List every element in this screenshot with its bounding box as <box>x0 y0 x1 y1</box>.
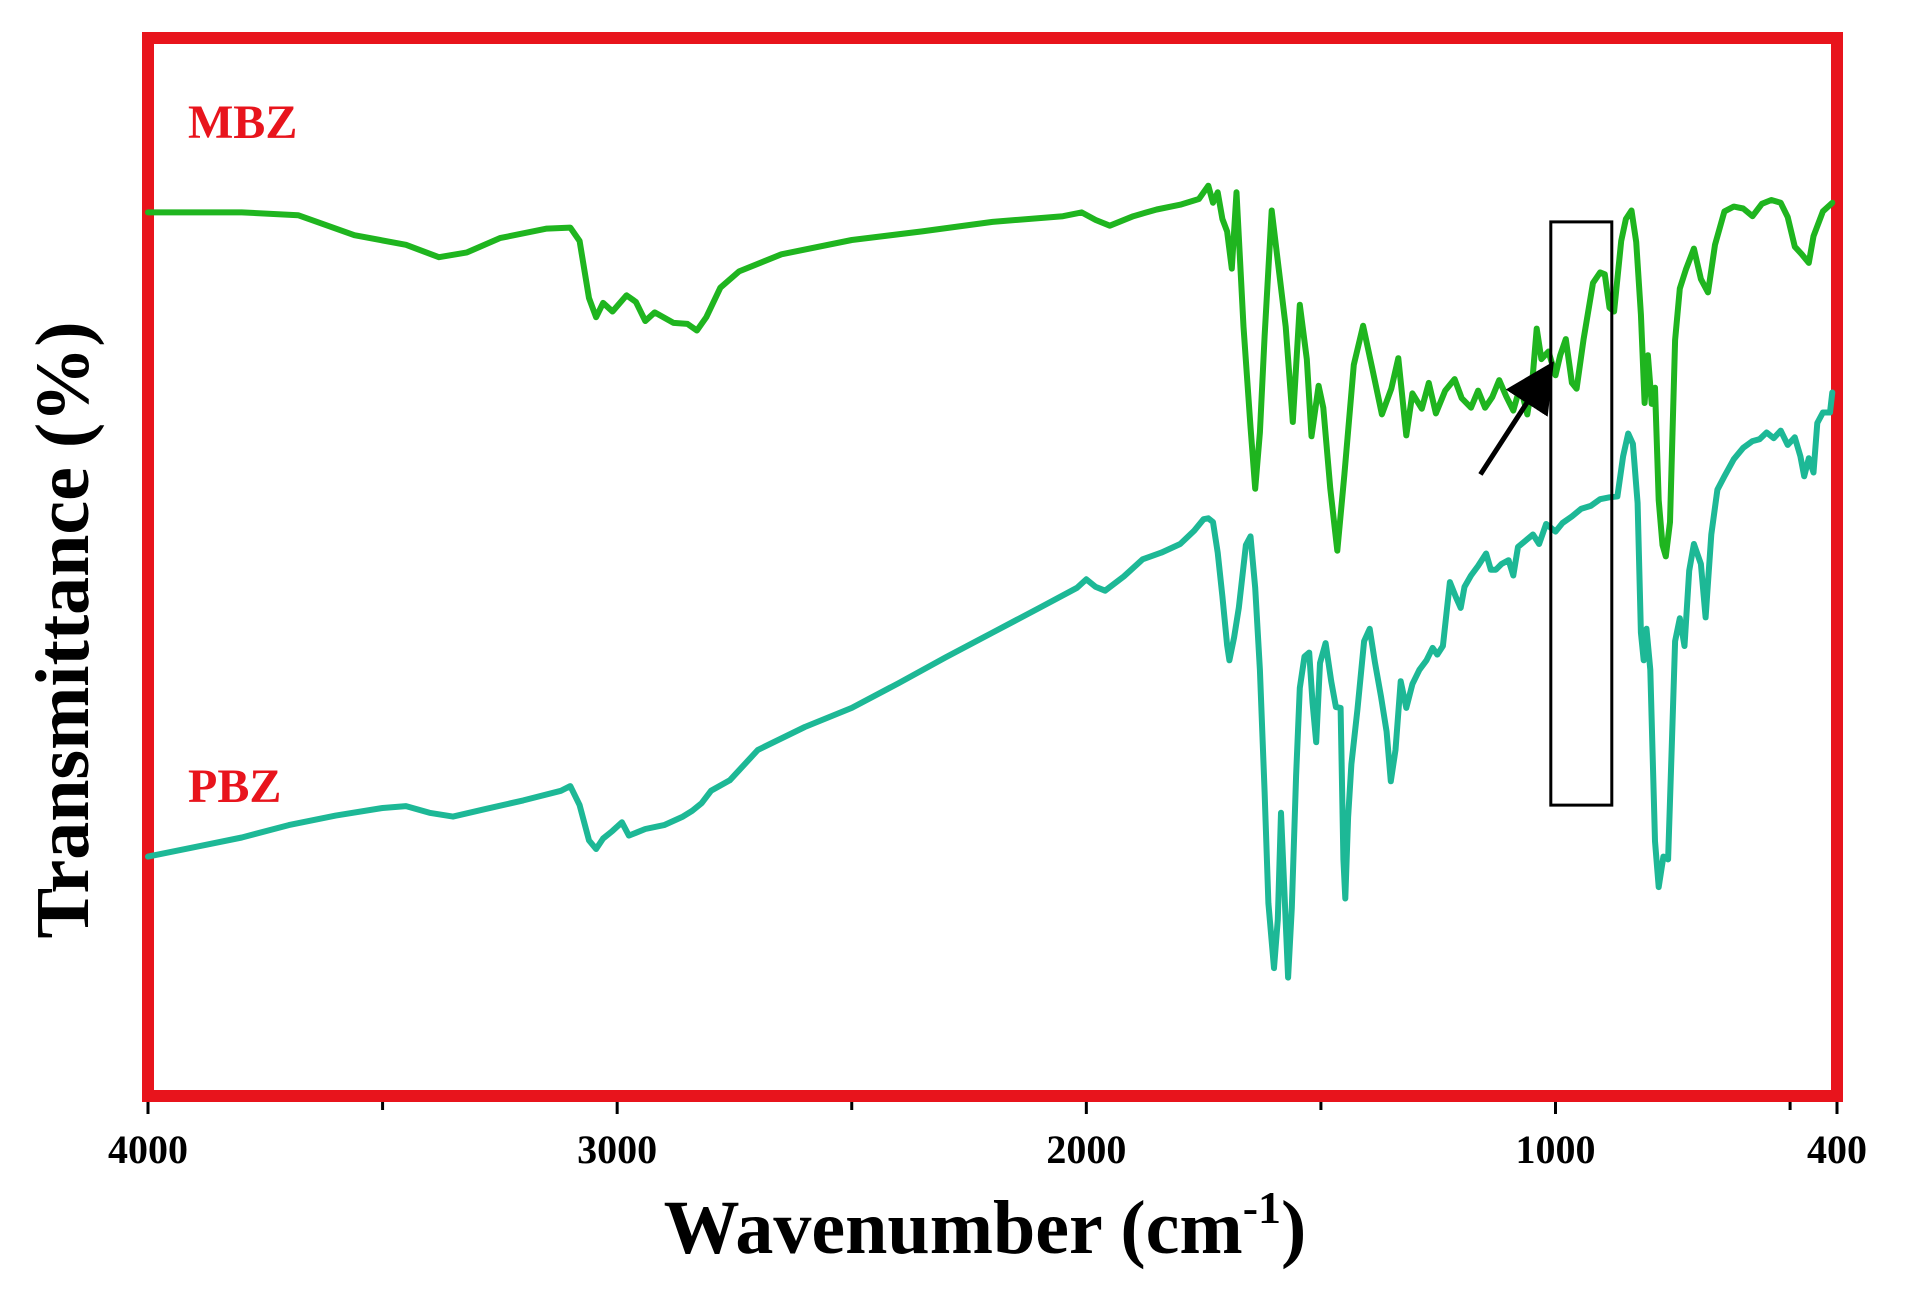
series-line-mbz <box>145 182 1836 560</box>
tick-label-layer: 4000 3000 2000 1000 400 <box>108 1127 1867 1172</box>
x-tick-label: 4000 <box>108 1127 188 1172</box>
series-layer <box>145 182 1836 981</box>
highlight-box <box>1549 220 1614 807</box>
x-axis-title-main: Wavenumber (cm <box>664 1186 1243 1270</box>
annotation-layer <box>1478 220 1614 807</box>
series-label-pbz: PBZ <box>188 760 281 813</box>
annotation-arrow <box>1478 361 1554 476</box>
x-tick-label: 400 <box>1807 1127 1867 1172</box>
x-axis-title-close: ) <box>1281 1186 1306 1270</box>
x-axis-title-superscript: -1 <box>1243 1182 1281 1233</box>
tick-layer <box>146 1102 1839 1114</box>
series-label-mbz: MBZ <box>188 96 297 149</box>
y-axis-title: Transmittance (%) <box>21 321 105 938</box>
x-tick-label: 2000 <box>1046 1127 1126 1172</box>
x-tick-label: 3000 <box>577 1127 657 1172</box>
plot-frame <box>142 32 1843 1102</box>
x-axis-title: Wavenumber (cm-1) <box>664 1182 1307 1270</box>
series-line-pbz <box>145 389 1836 981</box>
x-tick-label: 1000 <box>1516 1127 1596 1172</box>
